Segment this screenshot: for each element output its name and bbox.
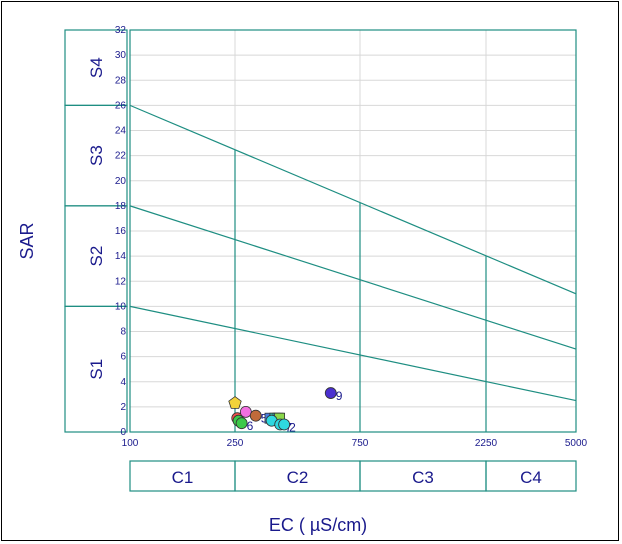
y-tick-label: 32	[115, 25, 127, 36]
s-class-label: S4	[87, 57, 106, 78]
data-point	[228, 396, 242, 409]
y-tick-label: 30	[115, 50, 127, 61]
s-class-label: S1	[87, 359, 106, 380]
x-tick-label: 750	[352, 438, 369, 449]
x-tick-label: 5000	[565, 438, 588, 449]
data-point-label: 2	[289, 420, 296, 434]
y-tick-label: 16	[115, 226, 127, 237]
x-tick-label: 100	[122, 438, 139, 449]
y-tick-label: 20	[115, 176, 127, 187]
s-class-label: S3	[87, 145, 106, 166]
points-layer: 651729	[228, 387, 343, 434]
y-tick-label: 18	[115, 201, 127, 212]
data-point	[324, 387, 337, 399]
data-point	[278, 418, 291, 431]
y-tick-label: 6	[120, 352, 126, 363]
x-tick-label: 250	[227, 438, 244, 449]
salinity-boundary-line	[129, 305, 577, 402]
s-class-box	[64, 29, 128, 106]
y-tick-label: 12	[115, 276, 127, 287]
y-tick-label: 24	[115, 126, 127, 137]
s-class-label: S2	[87, 246, 106, 267]
data-point-label: 5	[261, 412, 268, 426]
y-tick-label: 22	[115, 151, 127, 162]
x-tick-label: 2250	[475, 438, 498, 449]
c-class-box	[485, 460, 577, 492]
x-axis-title: EC ( µS/cm)	[269, 515, 367, 535]
data-point	[249, 409, 262, 422]
salinity-boundary-line	[129, 104, 577, 295]
y-axis-title: SAR	[17, 222, 37, 259]
y-tick-label: 0	[120, 427, 126, 438]
data-point	[235, 417, 248, 430]
boundary-lines-layer	[129, 104, 577, 432]
data-point-label: 6	[247, 419, 254, 433]
c-class-label: C1	[172, 468, 194, 487]
data-point	[239, 405, 252, 418]
y-tick-label: 14	[115, 251, 127, 262]
data-point-label: 9	[336, 389, 343, 403]
y-tick-label: 8	[120, 327, 126, 338]
y-tick-label: 10	[115, 301, 127, 312]
salinity-boundary-line	[129, 205, 577, 350]
y-tick-label: 26	[115, 100, 127, 111]
c-class-label: C4	[520, 468, 542, 487]
y-tick-label: 2	[120, 402, 126, 413]
grid-layer	[129, 29, 577, 433]
plot-area-border	[129, 29, 577, 433]
c-class-label: C2	[287, 468, 309, 487]
class-boxes-layer: S1 S2 S3 S4 C1 C2 C3 C4	[64, 29, 577, 492]
y-tick-label: 28	[115, 75, 127, 86]
y-tick-label: 4	[120, 377, 126, 388]
c-class-label: C3	[412, 468, 434, 487]
